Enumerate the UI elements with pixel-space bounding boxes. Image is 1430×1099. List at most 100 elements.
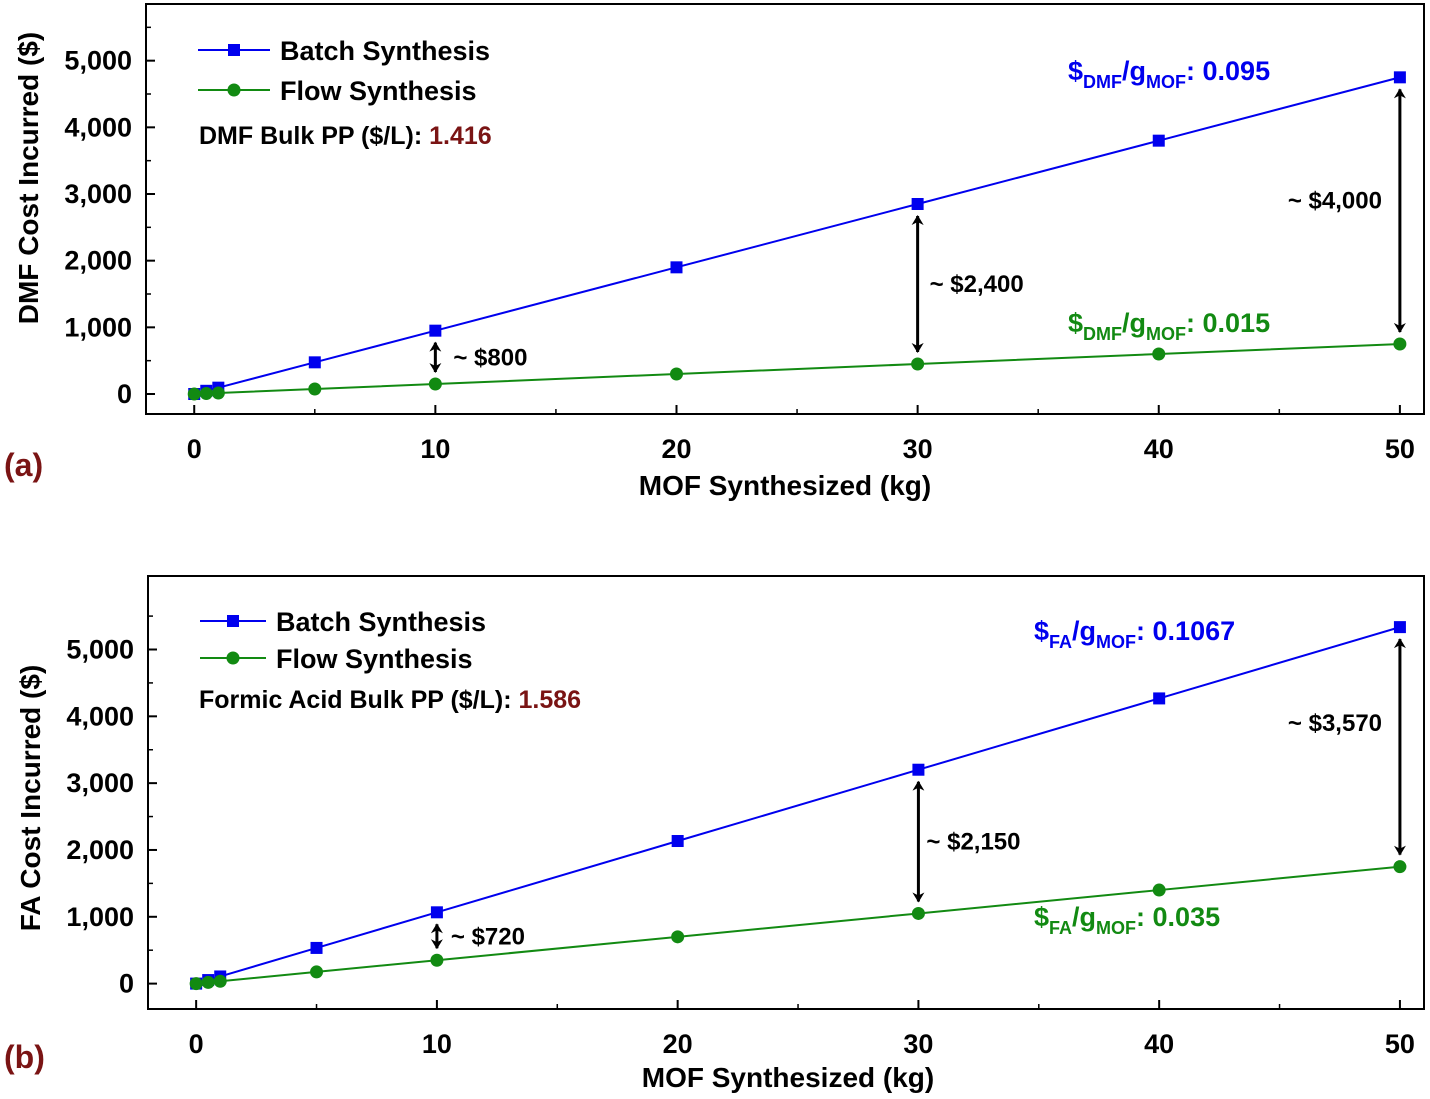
x-tick-label: 10 xyxy=(422,1029,452,1059)
series-layer xyxy=(187,71,1407,401)
rate-sub-solvent: FA xyxy=(1049,918,1072,938)
y-tick-label: 1,000 xyxy=(66,902,134,932)
flow-data-point xyxy=(911,906,925,920)
legend-item-flow: Flow Synthesis xyxy=(198,76,477,106)
price-note: Formic Acid Bulk PP ($/L): 1.586 xyxy=(199,686,581,714)
legend-item-batch: Batch Synthesis xyxy=(200,607,486,637)
x-tick-label: 50 xyxy=(1385,1029,1415,1059)
rate-value: : 0.095 xyxy=(1186,56,1270,86)
x-tick-label: 50 xyxy=(1385,434,1415,464)
price-note-value: 1.416 xyxy=(429,122,492,150)
x-tick-label: 30 xyxy=(903,434,933,464)
panel-label: (a) xyxy=(4,447,43,483)
rate-label-batch: $DMF/gMOF: 0.095 xyxy=(1068,56,1270,92)
rate-sub-mof: MOF xyxy=(1096,632,1136,652)
chart-panel-b: 0 10 20 30 40 50 0 1,000 2,000 3,000 4,000 5,000 ~ … xyxy=(4,575,1425,1093)
rate-label-flow: $DMF/gMOF: 0.015 xyxy=(1068,308,1270,344)
rate-sub-solvent: DMF xyxy=(1083,72,1122,92)
flow-data-point xyxy=(310,965,324,979)
flow-data-point xyxy=(428,377,442,391)
legend-label-flow: Flow Synthesis xyxy=(280,76,477,106)
flow-data-point xyxy=(308,382,322,396)
batch-data-point xyxy=(1152,134,1165,147)
chart-panel-a: 0 10 20 30 40 50 0 1,000 2,000 3,000 4,000 5,000 ~ … xyxy=(4,3,1425,501)
rate-prefix: $ xyxy=(1034,902,1049,932)
flow-data-point xyxy=(911,357,925,371)
rate-value: : 0.1067 xyxy=(1136,616,1235,646)
y-axis-title: DMF Cost Incurred ($) xyxy=(13,32,44,324)
flow-series-line xyxy=(194,343,1400,395)
y-tick-label: 5,000 xyxy=(64,46,132,76)
y-tick-label: 0 xyxy=(119,969,134,999)
x-tick-label: 40 xyxy=(1144,434,1174,464)
legend-label-batch: Batch Synthesis xyxy=(280,36,490,66)
legend-marker-batch xyxy=(228,44,240,56)
x-tick-label: 30 xyxy=(903,1029,933,1059)
flow-data-point xyxy=(187,387,201,401)
y-tick-label: 0 xyxy=(117,379,132,409)
rate-mid: /g xyxy=(1072,902,1096,932)
gap-label: ~ $800 xyxy=(453,344,527,371)
legend-marker-flow xyxy=(227,83,241,97)
rate-sub-solvent: DMF xyxy=(1083,324,1122,344)
x-axis-title: MOF Synthesized (kg) xyxy=(639,470,931,501)
flow-data-point xyxy=(1152,883,1166,897)
flow-data-point xyxy=(1393,860,1407,874)
y-tick-label: 2,000 xyxy=(64,246,132,276)
x-tick-label: 40 xyxy=(1144,1029,1174,1059)
legend-item-flow: Flow Synthesis xyxy=(200,644,473,674)
rate-prefix: $ xyxy=(1034,616,1049,646)
legend-marker-batch xyxy=(227,615,239,627)
panel-label: (b) xyxy=(4,1039,45,1075)
price-note-label: Formic Acid Bulk PP ($/L): xyxy=(199,686,512,714)
batch-data-point xyxy=(310,941,323,954)
y-tick-label: 3,000 xyxy=(66,768,134,798)
legend-label-batch: Batch Synthesis xyxy=(276,607,486,637)
x-tick-label: 10 xyxy=(420,434,450,464)
y-tick-label: 1,000 xyxy=(64,312,132,342)
plot-frame xyxy=(145,3,1425,415)
flow-data-point xyxy=(213,974,227,988)
flow-data-point xyxy=(189,977,203,991)
rate-value: : 0.015 xyxy=(1186,308,1270,338)
rate-sub-mof: MOF xyxy=(1096,918,1136,938)
series-layer xyxy=(189,621,1407,991)
price-note: DMF Bulk PP ($/L): 1.416 xyxy=(199,122,492,150)
y-tick-label: 2,000 xyxy=(66,835,134,865)
rate-value: : 0.035 xyxy=(1136,902,1220,932)
rate-label-flow: $FA/gMOF: 0.035 xyxy=(1034,902,1220,938)
legend-item-batch: Batch Synthesis xyxy=(198,36,490,66)
rate-prefix: $ xyxy=(1068,308,1083,338)
price-note-label: DMF Bulk PP ($/L): xyxy=(199,122,422,150)
price-note-value: 1.586 xyxy=(519,686,582,714)
gap-label: ~ $720 xyxy=(451,923,525,950)
y-tick-label: 3,000 xyxy=(64,179,132,209)
batch-data-point xyxy=(671,835,684,848)
batch-data-point xyxy=(430,906,443,919)
rate-label-batch: $FA/gMOF: 0.1067 xyxy=(1034,616,1235,652)
flow-data-point xyxy=(211,386,225,400)
y-axis-title: FA Cost Incurred ($) xyxy=(15,665,46,932)
x-tick-label: 20 xyxy=(661,434,691,464)
axis-ticks: 0 10 20 30 40 50 0 1,000 2,000 3,000 4,000 5,000 xyxy=(66,615,1415,1059)
rate-prefix: $ xyxy=(1068,56,1083,86)
rate-sub-solvent: FA xyxy=(1049,632,1072,652)
legend: Batch Synthesis Flow Synthesis xyxy=(198,36,490,106)
rate-sub-mof: MOF xyxy=(1146,72,1186,92)
x-tick-label: 0 xyxy=(187,434,202,464)
legend: Batch Synthesis Flow Synthesis xyxy=(200,607,486,674)
gap-annotations: ~ $800 ~ $2,400 ~ $4,000 xyxy=(429,88,1406,373)
rate-sub-mof: MOF xyxy=(1146,324,1186,344)
batch-data-point xyxy=(1393,71,1406,84)
flow-data-point xyxy=(201,975,215,989)
gap-label: ~ $2,150 xyxy=(926,829,1020,856)
flow-data-point xyxy=(1152,347,1166,361)
flow-data-point xyxy=(199,386,213,400)
y-tick-label: 4,000 xyxy=(64,112,132,142)
batch-data-point xyxy=(1393,621,1406,634)
batch-data-point xyxy=(1153,692,1166,705)
y-tick-label: 5,000 xyxy=(66,635,134,665)
x-tick-label: 20 xyxy=(663,1029,693,1059)
legend-label-flow: Flow Synthesis xyxy=(276,644,473,674)
batch-data-point xyxy=(429,324,442,337)
